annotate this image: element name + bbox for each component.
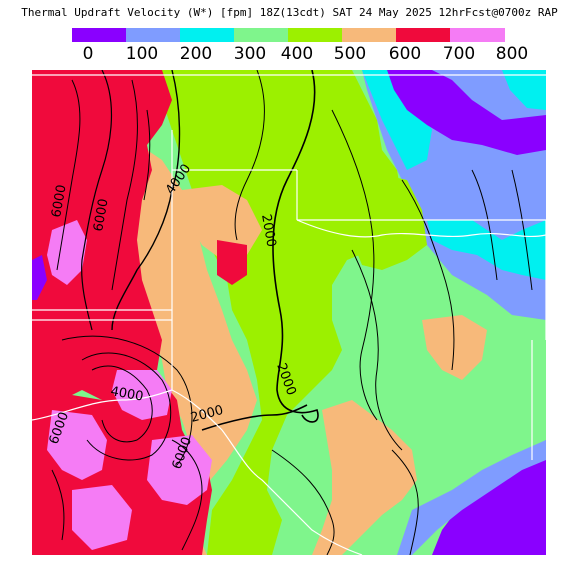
- state-borders: [32, 74, 546, 555]
- contour-central-2: [331, 109, 378, 421]
- border-mexico: [32, 389, 173, 421]
- contour-southwest-1: [91, 365, 153, 443]
- contour-6000-west: [81, 70, 113, 331]
- region-600-700-north-spot: [217, 240, 247, 285]
- legend-tick: 100: [125, 44, 159, 64]
- contour-label: 4000: [109, 384, 144, 405]
- legend-swatch-300-400: [234, 28, 289, 42]
- legend-swatch-0-100: [72, 28, 127, 42]
- legend-tick: 200: [179, 44, 213, 64]
- region-200-300-northeast-edge: [502, 70, 546, 110]
- legend-tick: 600: [388, 44, 422, 64]
- border-rio-grande: [171, 389, 363, 555]
- region-100-200-coast: [397, 440, 546, 555]
- contour-label: 6000: [91, 197, 112, 232]
- legend-tick: 800: [495, 44, 529, 64]
- contour-east-1: [401, 179, 455, 371]
- contour-south-1: [171, 439, 203, 551]
- legend-swatch-400-500: [288, 28, 343, 42]
- region-700-800-south: [47, 410, 107, 480]
- legend-tick: 400: [280, 44, 314, 64]
- legend-tick: 700: [442, 44, 476, 64]
- contour-southwest-2: [81, 352, 172, 461]
- contour-central-1: [234, 70, 265, 241]
- region-600-700-west: [32, 70, 172, 420]
- region-700-800-southern: [72, 485, 132, 550]
- region-0-100-northeast: [387, 70, 546, 155]
- contour-southeast-2: [391, 449, 419, 555]
- region-0-100-west-edge: [32, 255, 47, 300]
- contour-2000-south: [201, 404, 308, 431]
- contour-central-3: [351, 249, 403, 451]
- contour-4000: [111, 70, 181, 331]
- legend-swatch-500-600: [342, 28, 397, 42]
- region-500-600-east: [422, 315, 487, 380]
- thermal-velocity-map: 6000 6000 4000 2000 2000 4000 2000 6000 …: [32, 70, 546, 555]
- contour-east-2: [471, 169, 498, 281]
- map-title: Thermal Updraft Velocity (W*) [fpm] 18Z(…: [21, 6, 558, 19]
- contour-2000-east: [272, 70, 319, 423]
- legend-swatch-200-300: [180, 28, 235, 42]
- contour-south-2: [51, 469, 65, 541]
- region-500-600-southeast: [312, 400, 417, 555]
- legend-swatch-100-200: [126, 28, 181, 42]
- legend-tick: 500: [333, 44, 367, 64]
- region-700-800-southwest: [112, 370, 172, 420]
- contour-east-3: [511, 169, 533, 291]
- region-500-600-west-band: [127, 140, 257, 555]
- region-500-600-north: [182, 185, 262, 260]
- legend-swatch-600-700: [396, 28, 451, 42]
- contour-label: 2000: [258, 213, 279, 248]
- legend-swatch-700-800: [450, 28, 505, 42]
- contour-southwest-3: [61, 335, 193, 466]
- legend-tick: 0: [82, 44, 94, 64]
- contour-southeast-1: [271, 449, 335, 555]
- legend-tick: 300: [233, 44, 267, 64]
- border-red-river: [296, 219, 546, 238]
- contour-west-3: [143, 109, 151, 201]
- legend-tick-labels: 0 100 200 300 400 500 600 700 800: [0, 44, 579, 64]
- color-legend: [72, 28, 505, 42]
- contour-west-1: [56, 79, 81, 271]
- contour-west-2: [111, 79, 138, 291]
- region-700-800-south-central: [147, 435, 212, 505]
- contour-lines: [51, 70, 533, 555]
- contour-label: 6000: [49, 183, 70, 218]
